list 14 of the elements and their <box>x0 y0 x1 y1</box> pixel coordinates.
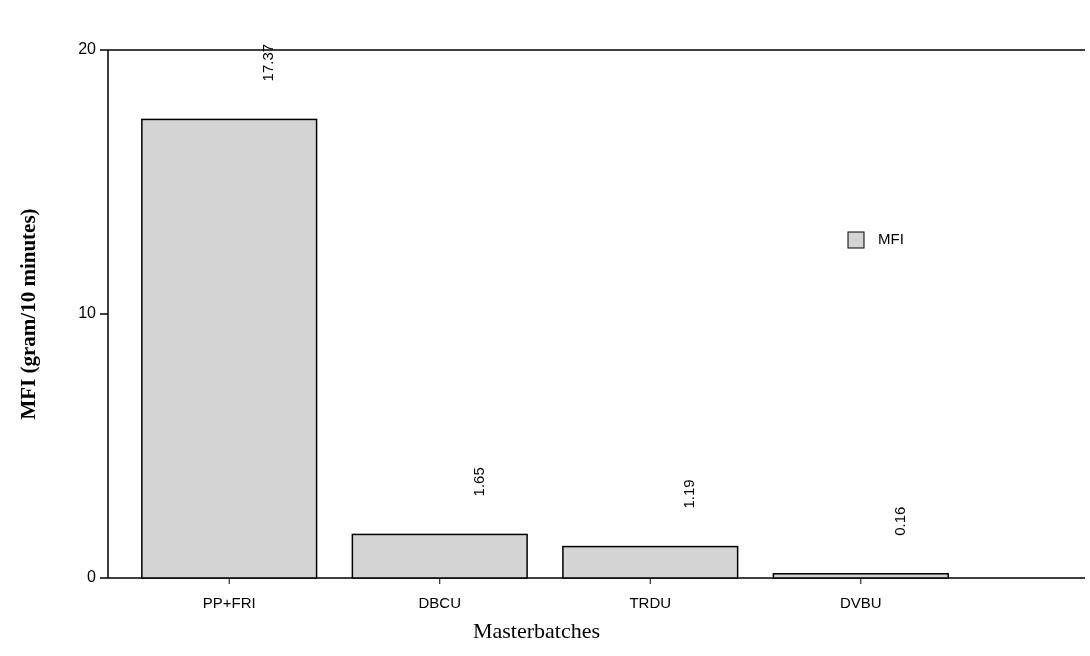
data-label: 17.37 <box>259 43 277 82</box>
y-tick-label: 20 <box>78 40 97 58</box>
x-tick-label: TRDU <box>629 594 672 611</box>
y-tick-label: 0 <box>87 568 97 586</box>
data-label: 1.19 <box>680 479 698 509</box>
x-axis-title: Masterbatches <box>472 618 601 643</box>
y-tick-label: 10 <box>78 304 97 322</box>
x-tick-label: PP+FRI <box>202 594 256 611</box>
y-axis-title: MFI (gram/10 minutes) <box>16 208 40 420</box>
legend-label: MFI <box>878 229 904 247</box>
data-label: 1.65 <box>469 467 487 497</box>
x-tick-label: DBCU <box>418 594 461 611</box>
x-tick-label: DVBU <box>839 594 882 611</box>
data-label: 0.16 <box>890 506 908 536</box>
